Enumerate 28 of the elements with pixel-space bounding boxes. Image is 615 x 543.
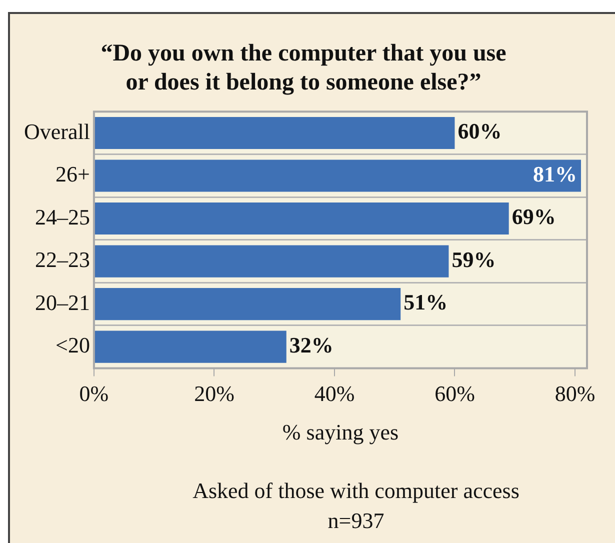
data-label: 59% xyxy=(452,246,496,272)
y-tick-label: 22–23 xyxy=(34,247,90,272)
text: Asked of those with computer access xyxy=(192,478,520,503)
x-tick-label: 20% xyxy=(194,381,234,406)
bar xyxy=(94,116,455,150)
text: or does it belong to someone else?” xyxy=(126,69,482,96)
y-tick-label: 20–21 xyxy=(34,290,90,315)
x-tick-label: 60% xyxy=(434,381,475,406)
x-axis-title: % saying yes xyxy=(282,420,399,445)
data-label: 69% xyxy=(512,204,556,230)
bar xyxy=(94,330,286,363)
data-label: 81% xyxy=(532,161,577,186)
x-tick-label: 40% xyxy=(314,381,355,406)
bar xyxy=(94,245,449,278)
text: “Do you own the computer that you use xyxy=(100,40,506,67)
y-tick-label: 24–25 xyxy=(34,204,90,230)
y-tick-label: <20 xyxy=(56,332,90,358)
y-tick-label: 26+ xyxy=(56,162,90,187)
bar xyxy=(94,160,581,192)
data-label: 32% xyxy=(289,332,334,358)
x-tick-label: 80% xyxy=(554,381,596,406)
y-tick-label: Overall xyxy=(24,118,90,144)
text: n=937 xyxy=(328,508,384,533)
bar xyxy=(94,202,509,235)
data-label: 51% xyxy=(404,290,448,315)
x-tick-label: 0% xyxy=(79,381,109,406)
bar xyxy=(94,288,401,320)
data-label: 60% xyxy=(458,118,502,144)
